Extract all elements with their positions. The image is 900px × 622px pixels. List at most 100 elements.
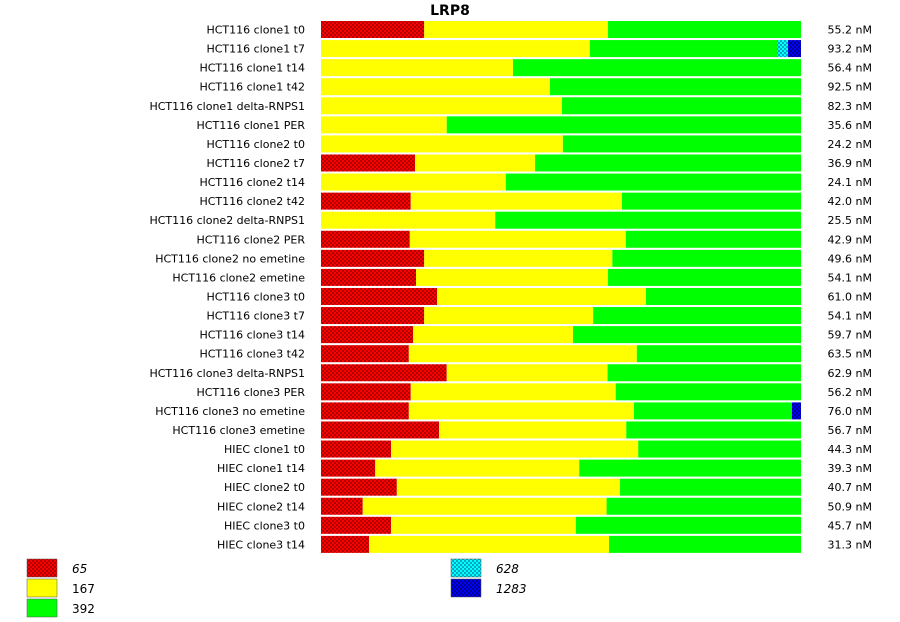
bar-segment-hct116-clone3-t42-392 [636, 345, 801, 363]
total-label: 50.9 nM [828, 500, 872, 513]
total-label: 55.2 nM [828, 24, 872, 37]
legend: 65 167 392 628 1283 [26, 558, 527, 618]
bar-segment-hct116-clone2-t0-392 [562, 135, 801, 153]
bar-segment-hct116-clone1-t14-167 [321, 59, 513, 77]
bar-segment-hct116-clone3-t42-167 [408, 345, 637, 363]
total-label: 92.5 nM [828, 81, 872, 94]
total-label: 93.2 nM [828, 43, 872, 56]
total-label: 63.5 nM [828, 348, 872, 361]
category-label: HCT116 clone1 t7 [206, 43, 305, 56]
bar-segment-hct116-clone2-t14-167 [321, 173, 506, 191]
bar-segment-hct116-clone3-emetine-167 [439, 421, 627, 439]
bar-segment-hct116-clone3-emetine-392 [626, 421, 801, 439]
category-label: HCT116 clone2 no emetine [155, 252, 305, 265]
legend-label-1283: 1283 [496, 582, 527, 596]
bar-segment-hct116-clone2-no-emetine-167 [424, 249, 613, 267]
bar-segment-hct116-clone1-t0-167 [424, 21, 609, 38]
total-labels: 55.2 nM 93.2 nM 56.4 nM 92.5 nM 82.3 nM 35.6 … [828, 24, 872, 552]
category-label: HIEC clone1 t0 [224, 443, 305, 456]
total-label: 54.1 nM [828, 271, 872, 284]
bar-segment-hct116-clone3-t0-65 [321, 287, 438, 305]
bar-segment-hct116-clone1-t7-1283 [788, 40, 801, 58]
category-label: HCT116 clone3 t0 [206, 290, 305, 303]
legend-swatch-392 [26, 598, 58, 618]
category-label: HIEC clone2 t14 [217, 500, 305, 513]
legend-swatch-65 [26, 558, 58, 578]
bar-segment-hct116-clone1-delta-rnps1-167 [321, 97, 562, 115]
category-label: HIEC clone1 t14 [217, 462, 305, 475]
bars-group [321, 21, 801, 553]
bar-segment-hct116-clone2-t7-392 [535, 154, 801, 172]
category-label: HCT116 clone1 delta-RNPS1 [149, 100, 305, 113]
bar-segment-hct116-clone2-emetine-392 [608, 268, 801, 286]
total-label: 31.3 nM [828, 538, 872, 551]
bar-segment-hct116-clone2-delta-rnps1-167 [321, 211, 496, 229]
bar-segment-hct116-clone1-t7-628 [777, 40, 789, 58]
total-label: 56.7 nM [828, 424, 872, 437]
bar-segment-hct116-clone3-t0-167 [437, 287, 646, 305]
total-label: 44.3 nM [828, 443, 872, 456]
bar-segment-hct116-clone3-t0-392 [645, 287, 801, 305]
bar-segment-hiec-clone2-t14-392 [606, 497, 801, 515]
total-label: 42.0 nM [828, 195, 872, 208]
total-label: 35.6 nM [828, 119, 872, 132]
category-label: HCT116 clone2 t0 [206, 138, 305, 151]
bar-segment-hct116-clone1-t14-392 [513, 59, 801, 77]
bar-segment-hiec-clone3-t14-167 [369, 535, 609, 553]
category-label: HCT116 clone1 t14 [199, 62, 305, 75]
bar-segment-hct116-clone3-no-emetine-392 [633, 402, 792, 420]
bar-segment-hct116-clone3-t7-167 [424, 307, 594, 325]
bar-segment-hct116-clone2-no-emetine-392 [612, 249, 801, 267]
bar-segment-hiec-clone3-t0-392 [575, 516, 801, 534]
bar-segment-hiec-clone2-t0-167 [396, 478, 621, 496]
bar-segment-hiec-clone1-t14-167 [375, 459, 580, 477]
bar-segment-hct116-clone2-delta-rnps1-392 [495, 211, 801, 229]
bar-segment-hct116-clone3-delta-rnps1-65 [321, 364, 447, 382]
legend-label-65: 65 [72, 562, 87, 576]
bar-segment-hiec-clone2-t0-392 [620, 478, 801, 496]
bar-segment-hct116-clone1-t0-392 [608, 21, 801, 38]
total-label: 25.5 nM [828, 214, 872, 227]
total-label: 45.7 nM [828, 519, 872, 532]
legend-swatch-167 [26, 578, 58, 598]
bar-segment-hct116-clone3-per-65 [321, 383, 411, 401]
bar-segment-hct116-clone1-t7-392 [589, 40, 777, 58]
bar-segment-hct116-clone3-t7-392 [593, 307, 801, 325]
bar-segment-hct116-clone2-t42-392 [621, 192, 801, 210]
bar-segment-hct116-clone1-t0-65 [321, 21, 425, 38]
bar-segment-hiec-clone2-t14-65 [321, 497, 363, 515]
bar-segment-hct116-clone3-t14-167 [413, 326, 573, 344]
category-label: HCT116 clone3 t42 [199, 348, 305, 361]
bar-segment-hct116-clone3-t14-65 [321, 326, 414, 344]
bar-segment-hiec-clone3-t14-392 [609, 535, 801, 553]
bar-segment-hct116-clone1-per-392 [446, 116, 801, 134]
bar-segment-hiec-clone1-t14-65 [321, 459, 376, 477]
bar-segment-hct116-clone3-t14-392 [573, 326, 801, 344]
category-label: HCT116 clone2 delta-RNPS1 [149, 214, 305, 227]
legend-swatch-628 [450, 558, 482, 578]
bar-segment-hiec-clone1-t0-65 [321, 440, 392, 458]
bar-segment-hct116-clone1-delta-rnps1-392 [561, 97, 801, 115]
bar-segment-hiec-clone1-t0-392 [638, 440, 801, 458]
category-label: HCT116 clone1 PER [197, 119, 306, 132]
bar-segment-hct116-clone3-t7-65 [321, 307, 425, 325]
category-label: HCT116 clone3 t7 [206, 310, 305, 323]
bar-segment-hct116-clone2-t42-65 [321, 192, 411, 210]
bar-segment-hct116-clone2-emetine-65 [321, 268, 417, 286]
bar-segment-hct116-clone2-t0-167 [321, 135, 563, 153]
bar-segment-hct116-clone3-delta-rnps1-392 [607, 364, 801, 382]
bar-segment-hct116-clone3-t42-65 [321, 345, 409, 363]
total-label: 76.0 nM [828, 405, 872, 418]
bar-segment-hiec-clone3-t0-65 [321, 516, 392, 534]
category-labels: HCT116 clone1 t0 HCT116 clone1 t7 HCT116 c… [149, 24, 305, 552]
category-label: HCT116 clone1 t0 [206, 24, 305, 37]
bar-segment-hct116-clone1-t7-167 [321, 40, 590, 58]
bar-segment-hct116-clone3-no-emetine-65 [321, 402, 409, 420]
total-label: 56.4 nM [828, 62, 872, 75]
bar-segment-hiec-clone2-t0-65 [321, 478, 397, 496]
category-label: HCT116 clone3 delta-RNPS1 [149, 367, 305, 380]
bar-segment-hct116-clone3-no-emetine-1283 [791, 402, 801, 420]
category-label: HCT116 clone1 t42 [199, 81, 305, 94]
bar-segment-hct116-clone2-no-emetine-65 [321, 249, 425, 267]
legend-label-628: 628 [496, 562, 519, 576]
